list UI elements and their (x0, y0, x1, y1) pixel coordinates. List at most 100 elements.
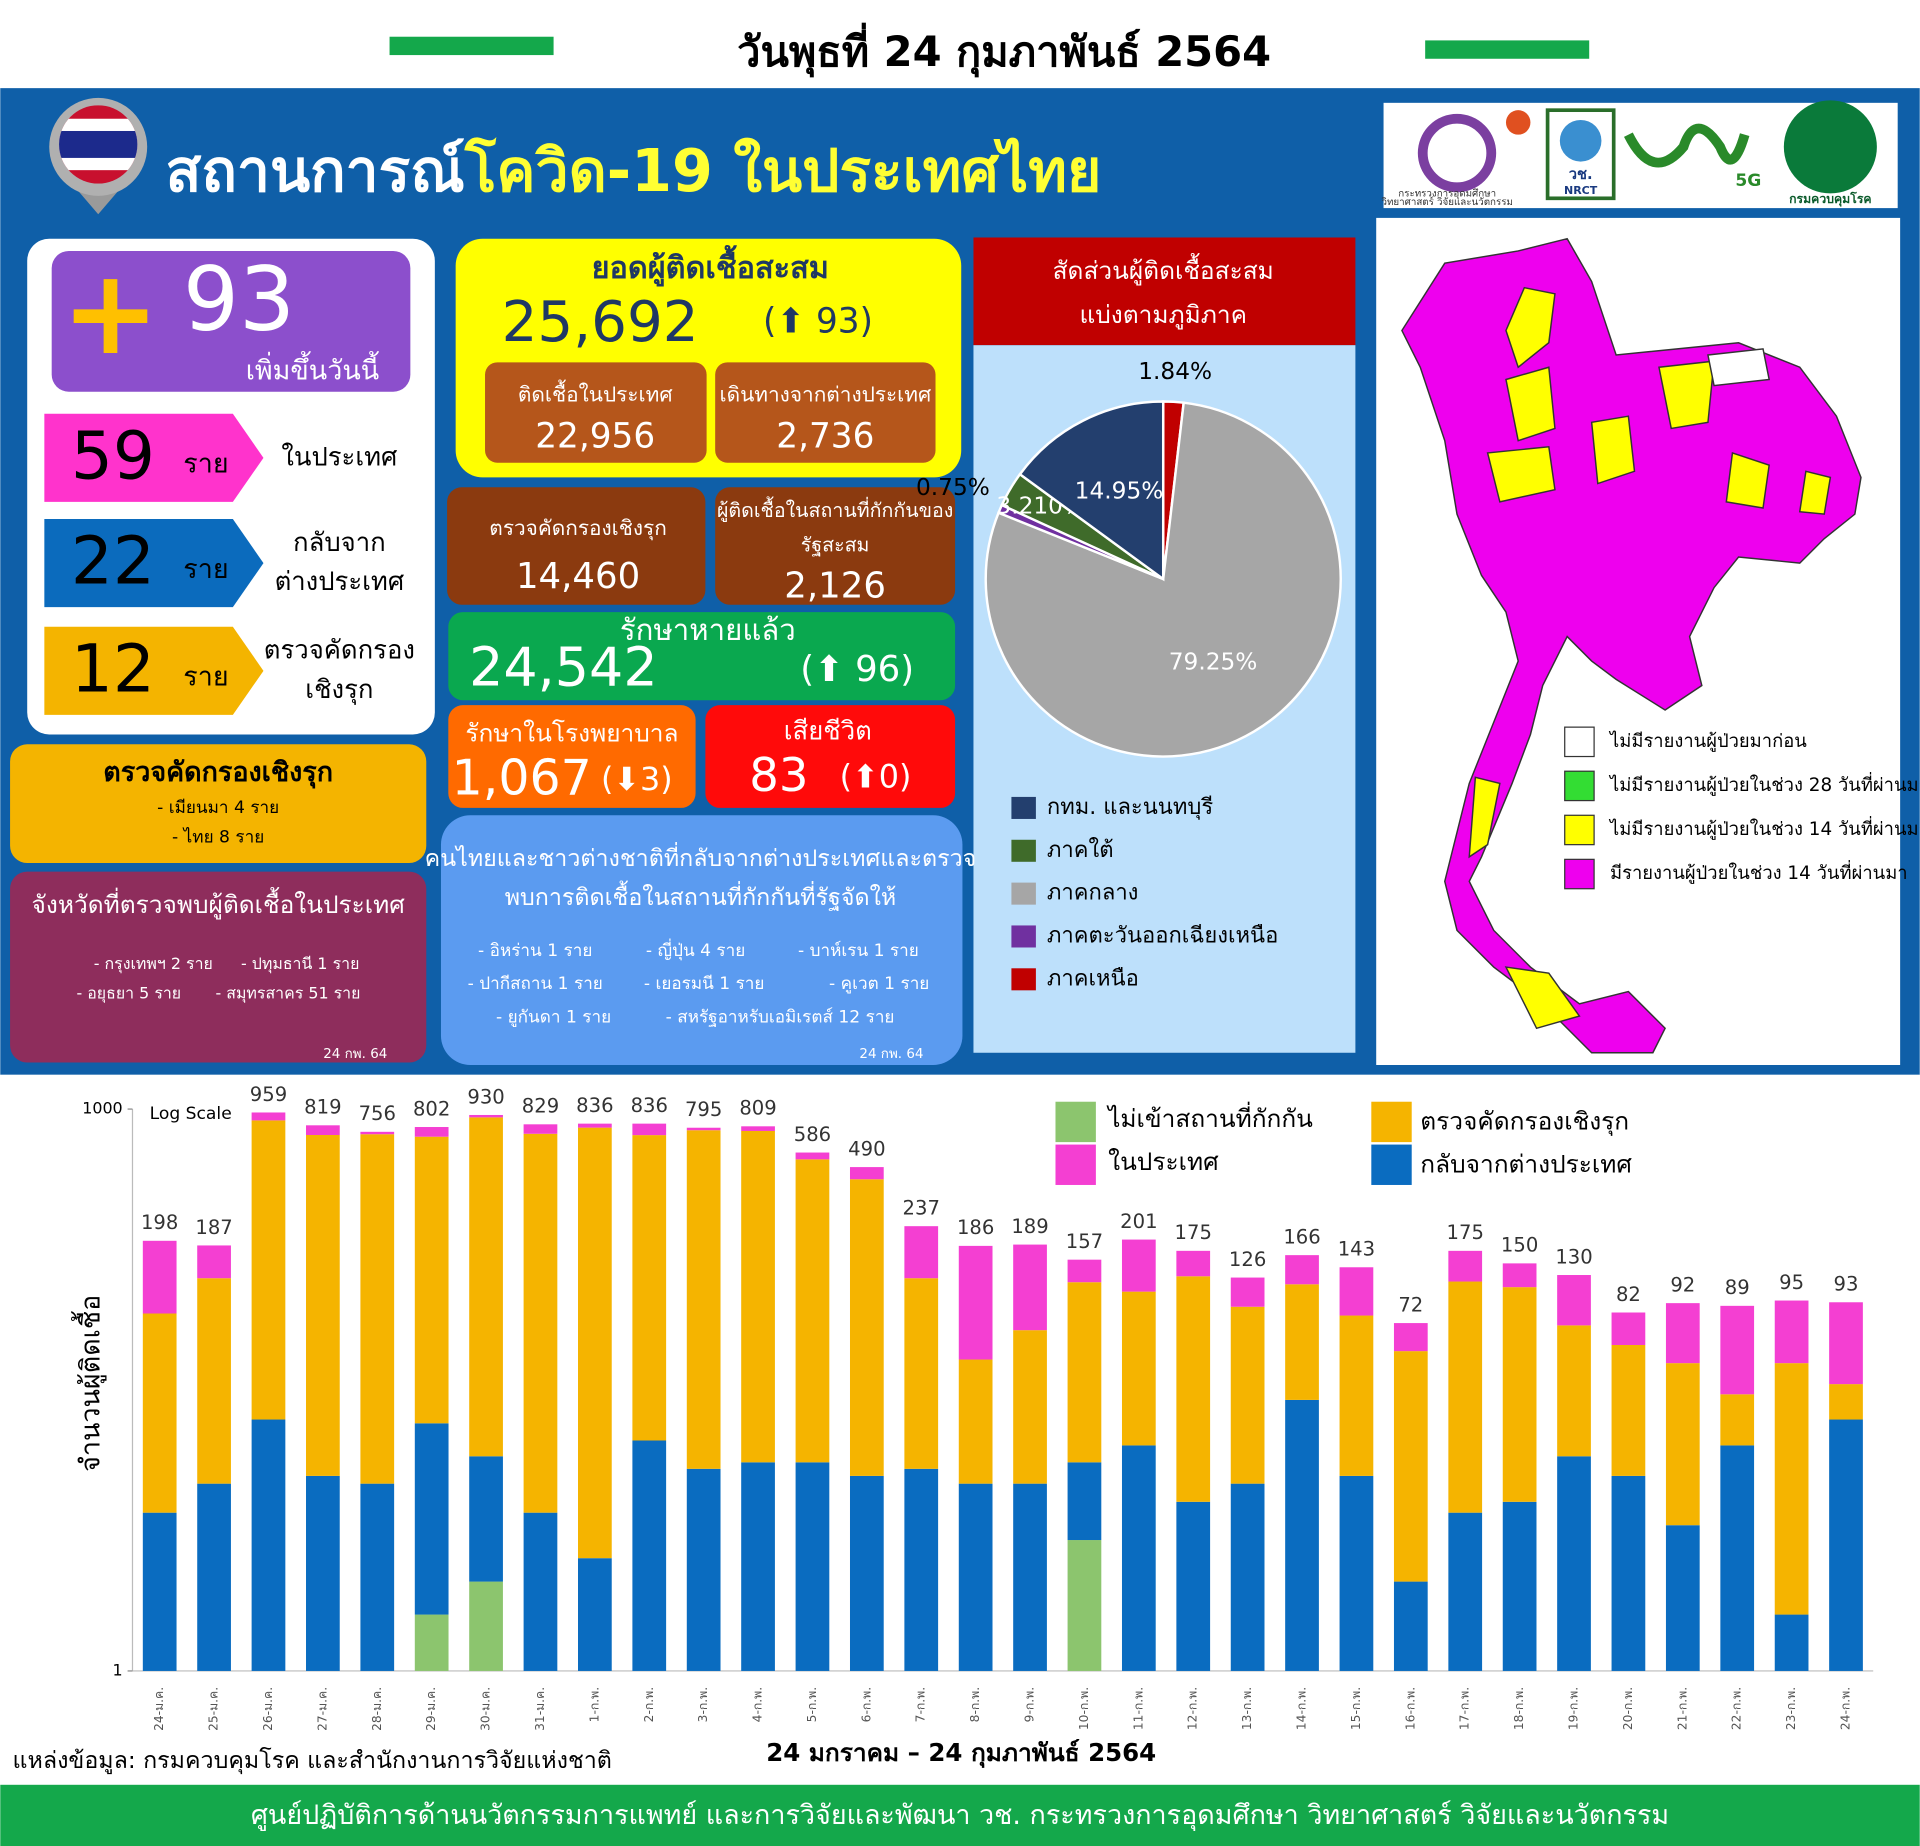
map-legend-swatch (1564, 858, 1595, 890)
bar-segment (958, 1359, 993, 1484)
bar-segment (142, 1313, 177, 1513)
returnee-item: - ปากีสถาน 1 ราย (468, 974, 603, 994)
total-label: 490 (848, 1137, 885, 1160)
x-tick-label: 9-ก.พ. (1023, 1687, 1037, 1722)
total-label: 175 (1447, 1221, 1484, 1244)
pie-legend-swatch (1011, 925, 1036, 948)
bar-segment (741, 1462, 775, 1671)
pie-legend-swatch (1011, 796, 1036, 819)
pie-label: 79.25% (1169, 648, 1258, 675)
total-label: 819 (304, 1096, 341, 1119)
x-tick-label: 28-ม.ค. (370, 1687, 384, 1731)
bar-segment (1448, 1512, 1483, 1671)
domestic-arrow (44, 413, 264, 502)
bar-segment (306, 1135, 340, 1476)
province-line: - อยุธยา 5 ราย (76, 984, 181, 1004)
quarantine-box (715, 487, 956, 605)
bar-segment (741, 1126, 775, 1131)
bar-segment (577, 1127, 612, 1559)
returnees-box (440, 815, 963, 1065)
total-label: 187 (195, 1216, 232, 1239)
total-label: 95 (1779, 1271, 1804, 1294)
pie-legend-label: ภาคตะวันออกเฉียงเหนือ (1047, 923, 1278, 948)
logo-nrct (1559, 119, 1602, 162)
pie-label: 14.95% (1075, 477, 1164, 504)
x-tick-label: 26-ม.ค. (261, 1687, 275, 1731)
row-label: ในประเทศ (281, 442, 398, 472)
hospital-value: 1,067 (452, 750, 592, 807)
bar-segment (1176, 1276, 1211, 1502)
returnee-item: - ยูกันดา 1 ราย (496, 1007, 611, 1027)
x-tick-label: 2-ก.พ. (642, 1687, 656, 1722)
bar-segment (1067, 1259, 1102, 1283)
imported-value: 2,736 (776, 417, 874, 457)
x-tick-label: 14-ก.พ. (1295, 1687, 1309, 1730)
screening-total-box (447, 487, 706, 605)
cumulative-title: ยอดผู้ติดเชื้อสะสม (592, 245, 829, 287)
recovered-title: รักษาหายแล้ว (620, 613, 796, 647)
returnee-item: - สหรัฐอาหรับเอมิเรตส์ 12 ราย (666, 1007, 895, 1027)
legend-label: ไม่เข้าสถานที่กักกัน (1106, 1102, 1313, 1133)
logo-ddc (1783, 100, 1877, 194)
x-tick-label: 8-ก.พ. (968, 1687, 982, 1722)
bar-segment (523, 1124, 558, 1134)
bar-segment (1230, 1306, 1265, 1484)
quarantine-value: 2,126 (784, 566, 886, 607)
bar-segment (1339, 1315, 1374, 1476)
logo-text: NRCT (1564, 184, 1598, 197)
row-label: เชิงรุก (305, 675, 373, 705)
new-cases: 93 (183, 248, 295, 351)
deaths-title: เสียชีวิต (784, 717, 872, 747)
bar-segment (1339, 1475, 1374, 1671)
x-tick-label: 21-ก.พ. (1675, 1687, 1689, 1730)
bar-segment (904, 1226, 939, 1279)
bar-segment (1611, 1475, 1646, 1671)
x-tick-label: 6-ก.พ. (859, 1687, 873, 1722)
bar-segment (197, 1278, 231, 1484)
x-tick-label: 27-ม.ค. (315, 1687, 329, 1731)
local-box (485, 362, 707, 463)
screening-line: - เมียนมา 4 ราย (157, 798, 279, 818)
bar-segment (523, 1133, 558, 1513)
new-cases-label: เพิ่มขึ้นวันนี้ (246, 351, 379, 387)
bar-segment (1013, 1244, 1047, 1331)
total-label: 93 (1834, 1273, 1859, 1296)
map-legend-label: ไม่มีรายงานผู้ป่วยมาก่อน (1608, 730, 1807, 752)
header-bar (389, 36, 554, 56)
bar-segment (469, 1117, 503, 1457)
bar-segment (1448, 1250, 1483, 1282)
recovered-change: (⬆ 96) (800, 649, 914, 690)
footer-bar (0, 1784, 1920, 1846)
bar-segment (251, 1112, 286, 1121)
total-label: 82 (1616, 1283, 1641, 1306)
bar-segment (1611, 1344, 1646, 1476)
province-line: - ปทุมธานี 1 ราย (241, 954, 359, 974)
x-tick-label: 24-ม.ค. (152, 1687, 166, 1731)
bar-segment (1557, 1456, 1591, 1671)
logo-text: วิทยาศาสตร์ วิจัยและนวัตกรรม (1381, 196, 1513, 208)
imported-box (715, 362, 936, 463)
bar-segment (1774, 1300, 1809, 1364)
bar-segment (1611, 1312, 1646, 1345)
legend-swatch (1055, 1101, 1096, 1143)
x-tick-label: 12-ก.พ. (1186, 1687, 1200, 1730)
pie-header (973, 237, 1356, 346)
bar-segment (904, 1468, 939, 1671)
pie-slice (1018, 400, 1165, 582)
total-label: 198 (141, 1211, 178, 1234)
x-tick-label: 10-ก.พ. (1077, 1687, 1091, 1730)
bar-segment (469, 1114, 503, 1118)
new-cases-box (51, 250, 411, 392)
x-tick-label: 3-ก.พ. (696, 1687, 710, 1722)
row-value: 22 (71, 523, 155, 600)
total-label: 126 (1229, 1248, 1266, 1271)
bar-segment (1067, 1540, 1102, 1671)
title-part: โควิด-19 ในประเทศไทย (464, 136, 1102, 205)
bar-segment (795, 1462, 830, 1671)
logo-text: วช. (1569, 166, 1593, 183)
bar-segment (142, 1240, 177, 1314)
y-tick-label: 1 (113, 1660, 123, 1679)
bar-segment (1502, 1501, 1537, 1671)
footer-banner: ศูนย์ปฏิบัติการด้านนวัตกรรมการแพทย์ และก… (251, 1800, 1669, 1831)
